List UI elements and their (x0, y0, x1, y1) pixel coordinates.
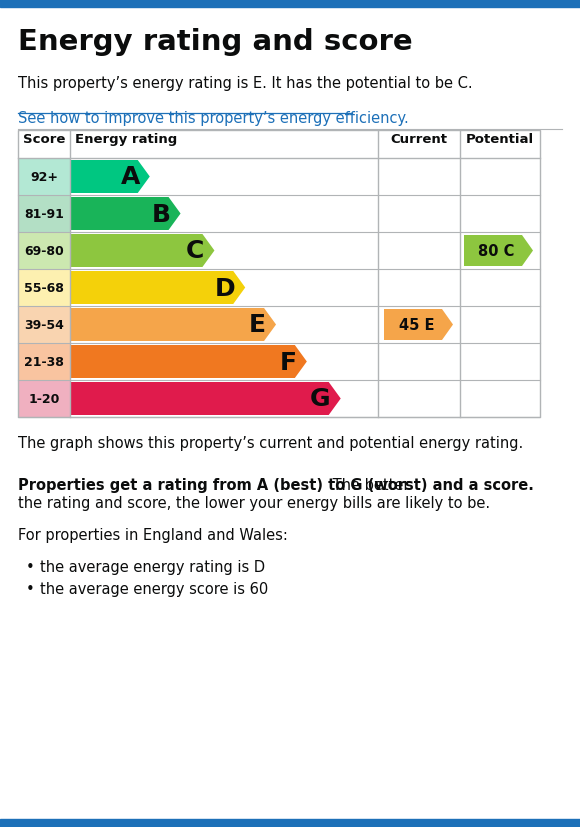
Polygon shape (70, 383, 340, 415)
Bar (378, 343, 460, 380)
Bar (460, 270, 540, 307)
Bar (70, 380, 378, 418)
Polygon shape (464, 236, 533, 266)
Text: D: D (215, 276, 235, 300)
Bar (460, 380, 540, 418)
Bar (70, 196, 378, 232)
Bar (18, 232, 70, 270)
Bar (378, 159, 460, 196)
Text: Current: Current (390, 133, 448, 146)
Polygon shape (70, 160, 150, 194)
Bar (70, 343, 378, 380)
Bar (18, 343, 70, 380)
Bar (70, 159, 378, 196)
Text: the rating and score, the lower your energy bills are likely to be.: the rating and score, the lower your ene… (18, 495, 490, 510)
Text: 92+: 92+ (30, 171, 58, 184)
Bar (70, 270, 378, 307)
Text: The graph shows this property’s current and potential energy rating.: The graph shows this property’s current … (18, 436, 523, 451)
Text: 81-91: 81-91 (24, 208, 64, 221)
Text: B: B (151, 203, 171, 227)
Text: 80 C: 80 C (478, 244, 514, 259)
Text: For properties in England and Wales:: For properties in England and Wales: (18, 528, 288, 543)
Text: This property’s energy rating is E. It has the potential to be C.: This property’s energy rating is E. It h… (18, 76, 473, 91)
Text: F: F (280, 350, 297, 374)
Bar (378, 307, 460, 343)
Text: Energy rating and score: Energy rating and score (18, 28, 412, 56)
Text: E: E (249, 313, 266, 337)
Polygon shape (70, 272, 245, 304)
Bar (18, 159, 70, 196)
Text: Potential: Potential (466, 133, 534, 146)
Bar (378, 380, 460, 418)
Bar (18, 131, 540, 418)
Text: A: A (121, 165, 140, 189)
Text: the average energy score is 60: the average energy score is 60 (40, 581, 268, 596)
Text: 21-38: 21-38 (24, 356, 64, 369)
Text: Score: Score (23, 133, 65, 146)
Text: the average energy rating is D: the average energy rating is D (40, 559, 265, 574)
Bar (460, 159, 540, 196)
Text: Energy rating: Energy rating (75, 133, 177, 146)
Bar (0, 819, 580, 827)
Text: Properties get a rating from A (best) to G (worst) and a score.: Properties get a rating from A (best) to… (18, 477, 534, 492)
Bar (70, 232, 378, 270)
Text: 45 E: 45 E (399, 318, 434, 332)
Bar (0, 0, 580, 8)
Bar (460, 232, 540, 270)
Polygon shape (384, 309, 453, 341)
Text: 1-20: 1-20 (28, 393, 60, 405)
Text: C: C (186, 239, 204, 263)
Polygon shape (70, 235, 215, 268)
Text: The better: The better (328, 477, 409, 492)
Bar (18, 270, 70, 307)
Bar (18, 380, 70, 418)
Text: •: • (26, 559, 34, 574)
Text: •: • (26, 581, 34, 596)
Text: See how to improve this property’s energy efficiency.: See how to improve this property’s energ… (18, 111, 409, 126)
Bar (460, 196, 540, 232)
Bar (460, 307, 540, 343)
Polygon shape (70, 198, 180, 231)
Text: G: G (310, 387, 331, 411)
Bar (378, 196, 460, 232)
Bar (378, 232, 460, 270)
Bar (18, 196, 70, 232)
Bar (460, 343, 540, 380)
Bar (70, 307, 378, 343)
Text: 55-68: 55-68 (24, 282, 64, 294)
Bar (378, 270, 460, 307)
Text: 39-54: 39-54 (24, 318, 64, 332)
Text: 69-80: 69-80 (24, 245, 64, 258)
Bar (18, 307, 70, 343)
Polygon shape (70, 346, 307, 379)
Polygon shape (70, 308, 276, 342)
